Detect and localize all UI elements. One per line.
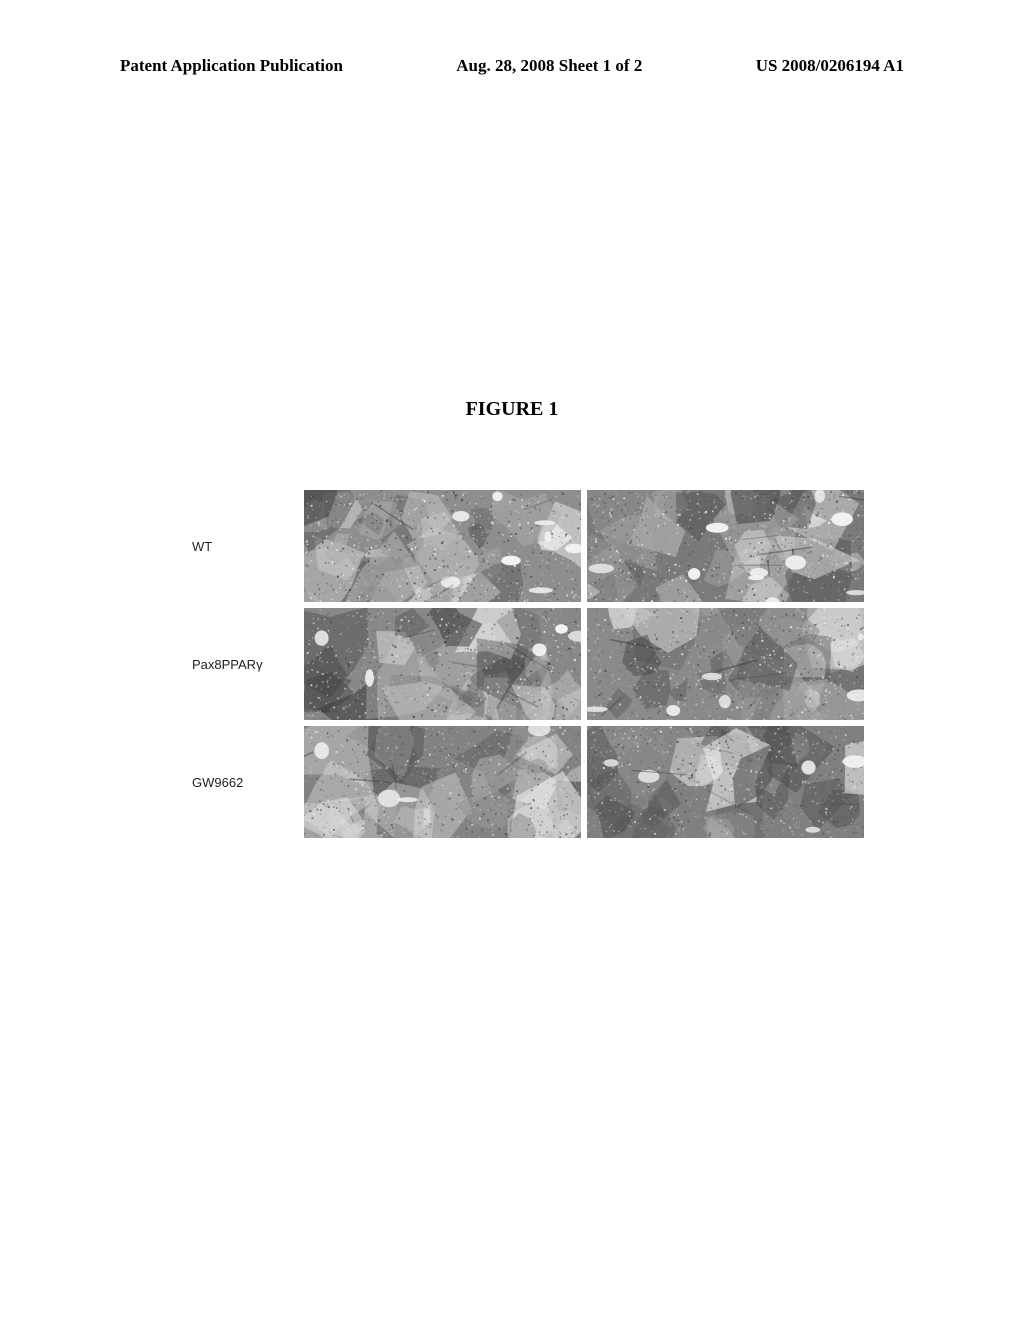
row-label-pax8ppar: Pax8PPARγ	[184, 608, 304, 720]
header-date-sheet: Aug. 28, 2008 Sheet 1 of 2	[456, 56, 642, 76]
row-labels-column: WT Pax8PPARγ GW9662	[184, 490, 304, 844]
histology-grid	[304, 490, 864, 844]
histology-pax8-right	[587, 608, 864, 720]
header-publication-type: Patent Application Publication	[120, 56, 343, 76]
figure-title: FIGURE 1	[0, 398, 1024, 421]
histology-pax8-left	[304, 608, 581, 720]
row-label-wt: WT	[184, 490, 304, 602]
page-header: Patent Application Publication Aug. 28, …	[0, 56, 1024, 76]
row-label-gw9662: GW9662	[184, 726, 304, 838]
histology-gw-right	[587, 726, 864, 838]
histology-wt-right	[587, 490, 864, 602]
histology-wt-left	[304, 490, 581, 602]
header-patent-number: US 2008/0206194 A1	[756, 56, 904, 76]
figure-1: WT Pax8PPARγ GW9662	[184, 490, 864, 844]
histology-gw-left	[304, 726, 581, 838]
